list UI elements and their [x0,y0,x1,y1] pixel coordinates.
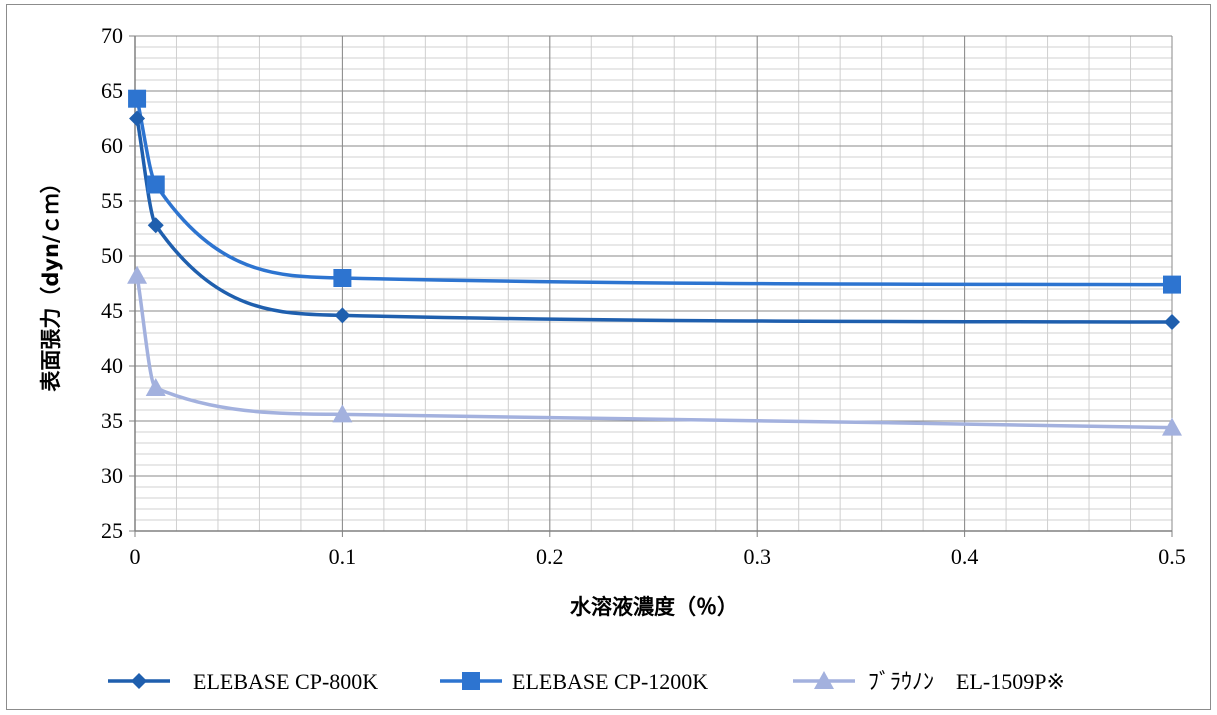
data-point-cp-800k [334,307,351,324]
series-line-cp-800k [135,116,1174,324]
y-axis-title: 表面張力（dyn/ｃｍ） [39,172,63,391]
y-tick-label: 50 [101,243,123,268]
x-tick-label: 0 [130,544,141,569]
x-tick-label: 0.3 [743,544,771,569]
legend-label: ELEBASE CP-800K [193,669,378,694]
data-point-cp-1200k [1163,275,1181,294]
y-tick-label: 60 [101,133,123,158]
legend: ELEBASE CP-800K ELEBASE CP-1200K ﾌﾞﾗｳﾉﾝ EL… [108,669,1065,694]
x-tick-label: 0.1 [329,544,357,569]
x-tick-label: 0.5 [1158,544,1186,569]
series-line-cp-1200k [135,96,1174,287]
data-point-cp-800k [147,217,164,234]
chart-frame [6,4,1211,710]
y-tick-label: 40 [101,353,123,378]
data-markers [127,89,1182,436]
series-lines [135,96,1174,430]
y-tick-label: 55 [101,188,123,213]
legend-swatch-marker [131,673,147,689]
y-tick-label: 65 [101,78,123,103]
data-point-cp-800k [129,110,146,127]
data-point-cp-800k [1164,314,1180,330]
y-tick-label: 45 [101,298,123,323]
data-point-el-1509p [1162,417,1182,436]
y-tick-label: 30 [101,463,123,488]
legend-item-cp-1200k: ELEBASE CP-1200K [440,669,708,694]
y-tick-label: 25 [101,518,123,543]
legend-label: ELEBASE CP-1200K [512,669,708,694]
data-point-cp-1200k [146,175,165,194]
x-tick-label: 0.2 [536,544,564,569]
tick-labels: 25 30 35 40 45 50 55 60 65 70 0 0.1 0.2 0.3 0.4 0.5 [101,23,1186,569]
legend-label: ﾌﾞﾗｳﾉﾝ EL-1509P※ [868,669,1065,694]
legend-item-el-1509p: ﾌﾞﾗｳﾉﾝ EL-1509P※ [793,669,1065,694]
data-point-cp-1200k [128,89,147,108]
data-point-el-1509p [145,378,166,396]
data-point-cp-1200k [333,269,352,287]
x-tick-label: 0.4 [951,544,979,569]
data-point-el-1509p [332,404,353,423]
legend-swatch-marker [814,671,834,689]
legend-item-cp-800k: ELEBASE CP-800K [108,669,378,694]
series-line-el-1509p [135,274,1174,430]
legend-swatch-marker [462,672,480,690]
y-tick-label: 35 [101,408,123,433]
y-tick-label: 70 [101,23,123,48]
data-point-el-1509p [127,265,148,284]
x-axis-title: 水溶液濃度（％） [570,595,738,619]
axes [129,35,1173,537]
